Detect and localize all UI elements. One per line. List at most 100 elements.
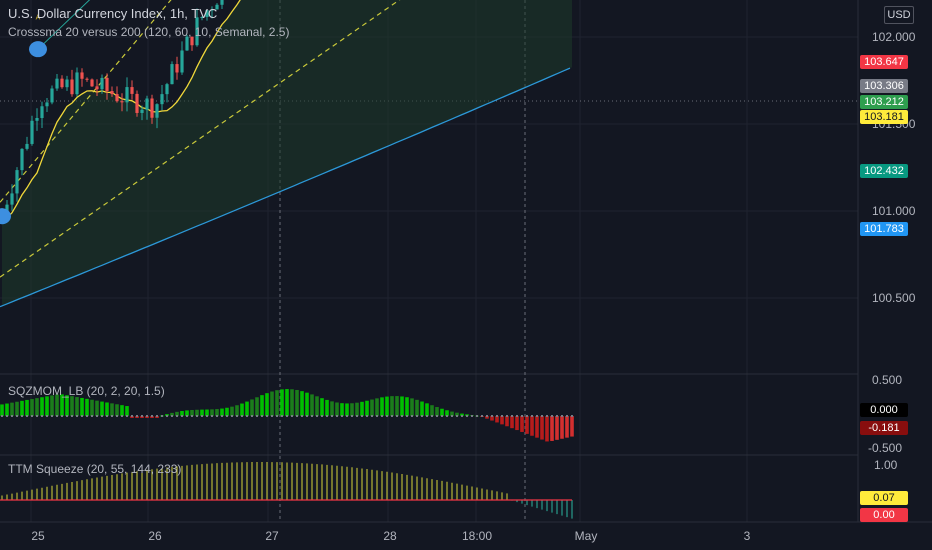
momentum-bar — [295, 389, 299, 416]
momentum-bar — [335, 402, 339, 416]
momentum-bar — [200, 409, 204, 416]
momentum-bar — [345, 403, 349, 416]
momentum-bar — [400, 396, 404, 416]
candle-body — [160, 94, 164, 105]
squeeze-dot — [126, 415, 128, 417]
momentum-bar — [490, 416, 494, 421]
squeeze-dot — [11, 415, 13, 417]
x-tick-label: 3 — [744, 529, 751, 543]
squeeze-dot — [281, 415, 283, 417]
squeeze-dot — [311, 415, 313, 417]
momentum-bar — [235, 405, 239, 416]
squeeze-dot — [211, 415, 213, 417]
squeeze-dot — [506, 415, 508, 417]
candle-body — [15, 170, 19, 194]
squeeze-dot — [486, 415, 488, 417]
price-tag: 103.181 — [860, 110, 908, 124]
price-tag: 101.783 — [860, 222, 908, 236]
momentum-bar — [570, 416, 574, 437]
squeeze-dot — [346, 415, 348, 417]
chart-grid — [0, 0, 932, 523]
squeeze-dot — [466, 415, 468, 417]
candle-body — [40, 106, 44, 118]
squeeze-dot — [1, 415, 3, 417]
momentum-bar — [565, 416, 569, 438]
squeeze-dot — [151, 415, 153, 417]
candlesticks — [0, 0, 224, 221]
squeeze-dot — [261, 415, 263, 417]
momentum-bar — [340, 403, 344, 416]
candle-body — [5, 204, 9, 214]
ttm-tick-label: 1.00 — [874, 458, 898, 472]
squeeze-dot — [206, 415, 208, 417]
candle-body — [145, 98, 149, 110]
momentum-bar — [360, 401, 364, 416]
momentum-bar — [270, 391, 274, 416]
squeeze-dot — [531, 415, 533, 417]
momentum-bar — [265, 393, 269, 416]
squeeze-dot — [491, 415, 493, 417]
squeeze-dot — [111, 415, 113, 417]
squeeze-dot — [81, 415, 83, 417]
chart-title[interactable]: U.S. Dollar Currency Index, 1h, TVC — [8, 6, 218, 21]
momentum-bar — [505, 416, 509, 427]
momentum-bar — [315, 396, 319, 416]
squeeze-dot — [316, 415, 318, 417]
squeeze-dot — [51, 415, 53, 417]
momentum-bar — [20, 400, 24, 416]
squeeze-dot — [141, 415, 143, 417]
momentum-bar — [550, 416, 554, 441]
squeeze-dot — [191, 415, 193, 417]
momentum-bar — [190, 409, 194, 416]
squeeze-dot — [176, 415, 178, 417]
momentum-bar — [245, 401, 249, 416]
momentum-bar — [210, 409, 214, 416]
squeeze-dot — [116, 415, 118, 417]
squeeze-dot — [556, 415, 558, 417]
squeeze-dot — [86, 415, 88, 417]
price-tag: 103.647 — [860, 55, 908, 69]
momentum-bar — [120, 405, 124, 416]
squeeze-dot — [166, 415, 168, 417]
squeeze-dot — [526, 415, 528, 417]
price-tag: 103.212 — [860, 95, 908, 109]
momentum-bar — [355, 402, 359, 416]
momentum-bar — [30, 399, 34, 416]
x-tick-label: 26 — [148, 529, 162, 543]
squeeze-dot — [511, 415, 513, 417]
annotation-label: A — [36, 15, 41, 22]
candle-body — [190, 36, 194, 46]
momentum-bar — [495, 416, 499, 423]
indicator-legend-main[interactable]: Crosssma 20 versus 200 (120, 60, 10, Sem… — [8, 25, 290, 39]
indicator-legend-ttm[interactable]: TTM Squeeze (20, 55, 144, 233) — [8, 462, 182, 476]
squeeze-dot — [46, 415, 48, 417]
squeeze-dot — [501, 415, 503, 417]
squeeze-dot — [231, 415, 233, 417]
momentum-bar — [405, 397, 409, 416]
squeeze-dot — [181, 415, 183, 417]
momentum-bar — [460, 413, 464, 416]
squeeze-dot — [541, 415, 543, 417]
y-tick-label: 101.000 — [872, 204, 916, 218]
squeeze-dot — [186, 415, 188, 417]
momentum-bar — [390, 396, 394, 416]
momentum-bar — [80, 397, 84, 416]
candle-body — [175, 64, 179, 73]
squeeze-dot — [401, 415, 403, 417]
currency-button[interactable]: USD — [884, 6, 914, 24]
ttm-squeeze-histogram — [0, 462, 573, 519]
squeeze-dot — [296, 415, 298, 417]
momentum-bar — [225, 407, 229, 416]
price-tag: 102.432 — [860, 164, 908, 178]
momentum-bar — [65, 395, 69, 416]
candle-body — [210, 9, 214, 11]
squeeze-dot — [146, 415, 148, 417]
momentum-bar — [395, 396, 399, 416]
sqz-tick-label: -0.500 — [868, 441, 902, 455]
indicator-legend-sqzmom[interactable]: SQZMOM_LB (20, 2, 20, 1.5) — [8, 384, 165, 398]
momentum-bar — [115, 404, 119, 416]
momentum-bar — [75, 397, 79, 416]
momentum-bar — [105, 402, 109, 416]
momentum-bar — [560, 416, 564, 439]
